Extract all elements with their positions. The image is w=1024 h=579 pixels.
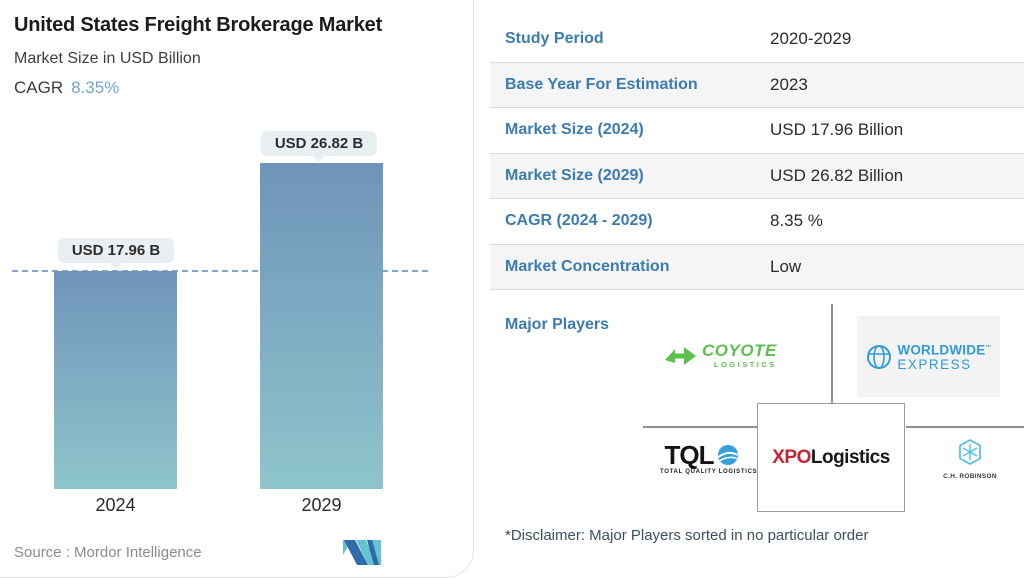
- table-row-label: Base Year For Estimation: [505, 75, 698, 93]
- ch-robinson-name: C.H. ROBINSON: [943, 473, 997, 480]
- table-row-value: 8.35 %: [770, 211, 823, 231]
- table-row-value: 2020-2029: [770, 29, 852, 49]
- wwex-line1: WORLDWIDE: [897, 342, 986, 358]
- tql-globe-icon: [717, 445, 738, 465]
- tql-name: TQL: [664, 440, 715, 470]
- worldwide-express-logo: WORLDWIDE™ EXPRESS: [857, 316, 1000, 397]
- cagr-label: CAGR: [14, 78, 64, 97]
- major-players-label: Major Players: [505, 316, 610, 333]
- table-row-value: Low: [770, 256, 802, 276]
- cagr-value: 8.35%: [71, 78, 120, 97]
- table-row-value: USD 26.82 Billion: [770, 165, 904, 185]
- hexagon-icon: [959, 438, 981, 466]
- connector-horizontal-line: [643, 426, 757, 428]
- table-row: Market Size (2029) USD 26.82 Billion: [490, 153, 1024, 199]
- tql-sub: TOTAL QUALITY LOGISTICS: [660, 469, 758, 475]
- table-row-value: 2023: [770, 74, 808, 94]
- table-row: CAGR (2024 - 2029) 8.35 %: [490, 199, 1024, 245]
- x-axis-tick: 2024: [95, 495, 136, 515]
- market-summary-table: Study Period 2020-2029 Base Year For Est…: [490, 17, 1024, 290]
- coyote-logo-text: COYOTE LOGISTICS: [702, 342, 777, 369]
- xpo-part1: XPO: [772, 446, 811, 468]
- coyote-arrow-icon: [665, 346, 696, 365]
- coyote-sub: LOGISTICS: [713, 360, 777, 369]
- table-row: Base Year For Estimation 2023: [490, 62, 1024, 108]
- mordor-intelligence-logo-icon: [343, 540, 381, 565]
- bar: [260, 163, 383, 489]
- table-row: Market Size (2024) USD 17.96 Billion: [490, 108, 1024, 154]
- baseline-dashed-line: [12, 270, 428, 272]
- page-title: United States Freight Brokerage Market: [14, 14, 383, 36]
- source-attribution: Source : Mordor Intelligence: [14, 544, 202, 561]
- trademark-symbol: ™: [985, 345, 992, 352]
- bar-value-label: USD 17.96 B: [57, 238, 175, 263]
- ch-robinson-logo: C.H. ROBINSON: [942, 438, 998, 480]
- worldwide-express-text: WORLDWIDE™ EXPRESS: [897, 341, 991, 372]
- connector-vertical-line: [831, 304, 833, 403]
- table-row-label: Market Size (2024): [505, 121, 644, 139]
- xpo-part2: Logistics: [810, 446, 890, 468]
- x-axis-tick: 2029: [301, 495, 342, 515]
- bar-chart: United States Freight Brokerage Market M…: [0, 0, 472, 579]
- table-row-label: Market Concentration: [505, 257, 670, 275]
- disclaimer-text: *Disclaimer: Major Players sorted in no …: [505, 527, 869, 544]
- table-row-label: Study Period: [505, 30, 604, 48]
- table-row: Market Concentration Low: [490, 244, 1024, 290]
- table-row: Study Period 2020-2029: [490, 17, 1024, 63]
- table-row-value: USD 17.96 Billion: [770, 120, 904, 140]
- coyote-logistics-logo: COYOTE LOGISTICS: [664, 342, 777, 369]
- coyote-name: COYOTE: [702, 341, 777, 360]
- xpo-logistics-logo: XPOLogistics: [757, 403, 905, 512]
- chart-subtitle: Market Size in USD Billion: [14, 50, 201, 67]
- tql-logo: TQL TOTAL QUALITY LOGISTICS: [660, 440, 758, 475]
- table-row-label: Market Size (2029): [505, 166, 644, 184]
- bar: [54, 271, 177, 489]
- connector-horizontal-line: [906, 426, 1024, 428]
- table-row-label: CAGR (2024 - 2029): [505, 212, 653, 230]
- bar-value-label: USD 26.82 B: [260, 131, 378, 156]
- wwex-line2: EXPRESS: [897, 356, 972, 372]
- cagr-line: CAGR 8.35%: [14, 78, 119, 98]
- globe-icon: [867, 344, 892, 369]
